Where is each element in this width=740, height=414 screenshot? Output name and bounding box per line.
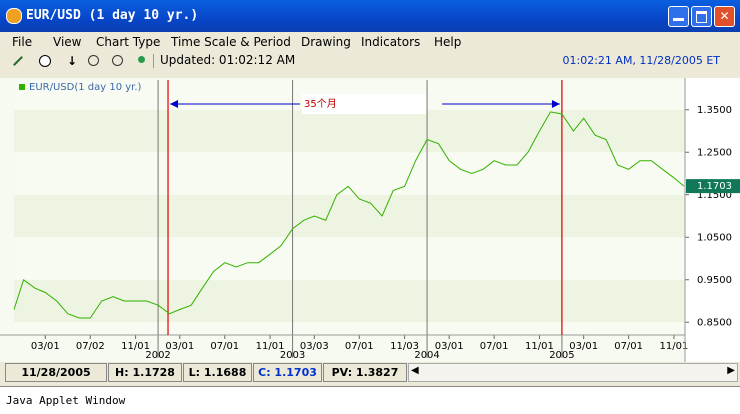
down-tool[interactable]: ↓ [67,54,78,68]
y-tick-label: 1.0500 [697,232,732,243]
title-bar [0,0,740,32]
zoom-out[interactable] [112,55,123,66]
menu-item[interactable]: Help [434,35,462,49]
y-tick-label: 1.2500 [697,147,732,158]
year-label: 2002 [145,350,170,361]
x-tick-label: 11/01 [660,341,689,352]
y-tick-label: 1.1500 [697,190,732,201]
y-tick-label: 0.9500 [697,275,732,286]
annotation-box [302,94,426,114]
menu-item[interactable]: Time Scale & Period [171,35,291,49]
legend-swatch [19,84,25,90]
grid-band [14,237,685,280]
updated-time: Updated: 01:02:12 AM [160,53,296,67]
x-tick-label: 03/03 [300,341,329,352]
x-tick-label: 07/01 [614,341,643,352]
scroll-right[interactable]: ▶ [727,365,735,376]
legend-label: EUR/USD(1 day 10 yr.) [29,82,142,93]
x-tick-label: 07/02 [76,341,105,352]
window-title: EUR/USD (1 day 10 yr.) [26,8,199,23]
menu-item[interactable]: File [12,35,33,49]
footer: Java Applet Window [6,394,126,407]
footer-bar [0,386,740,414]
maximize-button[interactable] [691,6,712,27]
year-label: 2004 [414,350,439,361]
price-axis-area [685,78,740,362]
chart: 0.8500 0.9500 1.0500 1.1500 1.2500 1.3500 2002… [0,78,740,362]
menu-item[interactable]: Drawing [301,35,351,49]
last-value-label: 1.1703 [697,181,732,192]
annotation-text: 35个月 [304,98,337,110]
grid-band [14,279,685,323]
y-tick-label: 1.3500 [697,105,732,116]
x-tick-label: 11/03 [390,341,419,352]
x-tick-label: 07/01 [480,341,509,352]
x-tick-label: 11/01 [525,341,554,352]
last-value-box [686,179,740,194]
clock: 01:02:21 AM, 11/28/2005 ET [562,54,720,67]
grid-band [14,322,685,335]
x-tick-label: 07/01 [345,341,374,352]
year-label: 2003 [280,350,305,361]
menu-item[interactable]: Chart Type [96,35,161,49]
price-line [13,111,685,319]
status-light [138,56,145,63]
status-field: 11/28/2005 [5,363,107,382]
minimize-button[interactable] [668,6,689,27]
x-tick-label: 03/01 [31,341,60,352]
status-field: H: 1.1728 [108,363,182,382]
status-field: PV: 1.3827 [323,363,407,382]
status-field: L: 1.1688 [183,363,252,382]
y-tick-label: 0.8500 [697,317,732,328]
year-label: 2005 [549,350,574,361]
crosshair-tool[interactable] [39,55,51,67]
grid-band [14,109,685,153]
scroll-left[interactable]: ◀ [411,365,419,376]
x-tick-label: 03/01 [165,341,194,352]
scrollbar[interactable]: ◀ ▶ [408,363,738,382]
close-button[interactable]: ✕ [714,6,735,27]
arrow-head [170,100,179,108]
x-tick-label: 11/01 [121,341,150,352]
status-field: C: 1.1703 [253,363,322,382]
zoom-in[interactable] [88,55,99,66]
x-tick-label: 11/01 [256,341,285,352]
menu-item[interactable]: Indicators [361,35,421,49]
arrow-head [551,100,560,108]
menu-item[interactable]: View [53,35,82,49]
grid-band [14,194,685,238]
x-tick-label: 07/01 [210,341,239,352]
separator [153,54,154,68]
draw-tool[interactable] [13,56,23,66]
app-icon [6,8,22,24]
x-tick-label: 03/01 [435,341,464,352]
toolbar: ↓ Updated: 01:02:12 AM 01:02:21 AM, 11/2… [0,52,740,70]
x-tick-label: 03/01 [569,341,598,352]
